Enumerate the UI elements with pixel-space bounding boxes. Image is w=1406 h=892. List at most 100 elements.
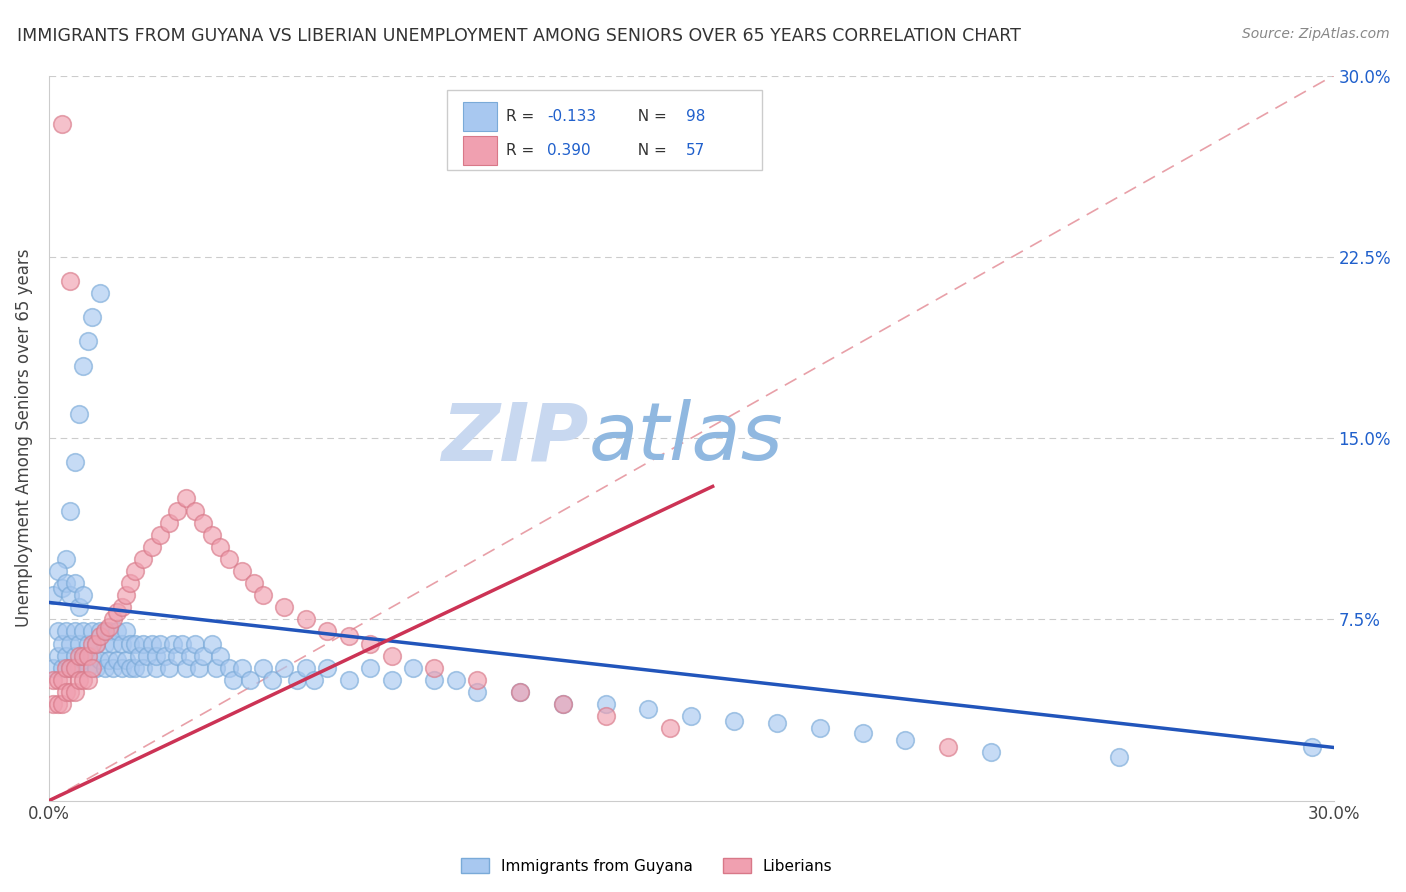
Point — [218, 552, 240, 566]
Text: 57: 57 — [686, 143, 706, 158]
Point — [658, 721, 681, 735]
Point — [55, 576, 77, 591]
Point — [46, 564, 69, 578]
Point — [63, 648, 86, 663]
Point — [141, 636, 163, 650]
Point — [115, 624, 138, 639]
Point — [72, 624, 94, 639]
Point — [170, 636, 193, 650]
Point — [72, 588, 94, 602]
Point — [115, 588, 138, 602]
Point — [42, 697, 65, 711]
Point — [107, 624, 129, 639]
FancyBboxPatch shape — [447, 90, 762, 169]
Point — [120, 661, 142, 675]
Point — [63, 576, 86, 591]
Point — [465, 685, 488, 699]
Text: N =: N = — [628, 143, 672, 158]
Point — [124, 661, 146, 675]
Text: N =: N = — [628, 110, 672, 124]
Point — [157, 661, 180, 675]
Point — [59, 274, 82, 288]
Point — [808, 721, 831, 735]
Point — [80, 648, 103, 663]
Point — [132, 552, 155, 566]
Point — [59, 636, 82, 650]
Point — [851, 726, 873, 740]
Point — [141, 540, 163, 554]
Point — [183, 636, 205, 650]
Point — [145, 648, 167, 663]
Point — [111, 600, 134, 615]
Text: R =: R = — [506, 143, 540, 158]
Point — [84, 636, 107, 650]
Point — [89, 653, 111, 667]
Point — [59, 685, 82, 699]
Point — [76, 636, 98, 650]
Point — [174, 491, 197, 506]
Point — [46, 624, 69, 639]
Text: R =: R = — [506, 110, 540, 124]
Point — [80, 636, 103, 650]
Point — [51, 661, 73, 675]
Point — [63, 624, 86, 639]
Point — [89, 629, 111, 643]
Text: 98: 98 — [686, 110, 706, 124]
Point — [936, 740, 959, 755]
Point — [337, 673, 360, 687]
Point — [42, 673, 65, 687]
Point — [80, 310, 103, 325]
Point — [42, 588, 65, 602]
Point — [201, 527, 224, 541]
Point — [243, 576, 266, 591]
Point — [295, 612, 318, 626]
Point — [423, 673, 446, 687]
Point — [191, 648, 214, 663]
Point — [76, 334, 98, 349]
Point — [145, 661, 167, 675]
Point — [103, 612, 125, 626]
Point — [209, 540, 232, 554]
Point — [76, 648, 98, 663]
Point — [55, 685, 77, 699]
Point — [509, 685, 531, 699]
Point — [107, 653, 129, 667]
Point — [124, 564, 146, 578]
Point — [285, 673, 308, 687]
Point — [63, 685, 86, 699]
Point — [766, 716, 789, 731]
Point — [72, 673, 94, 687]
Point — [316, 624, 339, 639]
Point — [97, 624, 120, 639]
Y-axis label: Unemployment Among Seniors over 65 years: Unemployment Among Seniors over 65 years — [15, 249, 32, 627]
Point — [380, 673, 402, 687]
Point — [51, 117, 73, 131]
Point — [201, 636, 224, 650]
Text: Source: ZipAtlas.com: Source: ZipAtlas.com — [1241, 27, 1389, 41]
Point — [93, 661, 115, 675]
Point — [72, 653, 94, 667]
Point — [67, 661, 90, 675]
Point — [209, 648, 232, 663]
Point — [55, 624, 77, 639]
Point — [149, 636, 172, 650]
Point — [157, 516, 180, 530]
Point — [51, 581, 73, 595]
Point — [980, 745, 1002, 759]
Point — [67, 407, 90, 421]
Point — [162, 636, 184, 650]
Point — [509, 685, 531, 699]
Point — [551, 697, 574, 711]
Point — [115, 653, 138, 667]
Point — [120, 576, 142, 591]
Point — [273, 661, 295, 675]
Point — [67, 600, 90, 615]
Point — [595, 697, 617, 711]
Point — [295, 661, 318, 675]
Point — [128, 648, 150, 663]
Point — [304, 673, 326, 687]
Text: ZIP: ZIP — [441, 399, 589, 477]
Point — [187, 661, 209, 675]
Point — [124, 636, 146, 650]
Point — [359, 636, 381, 650]
